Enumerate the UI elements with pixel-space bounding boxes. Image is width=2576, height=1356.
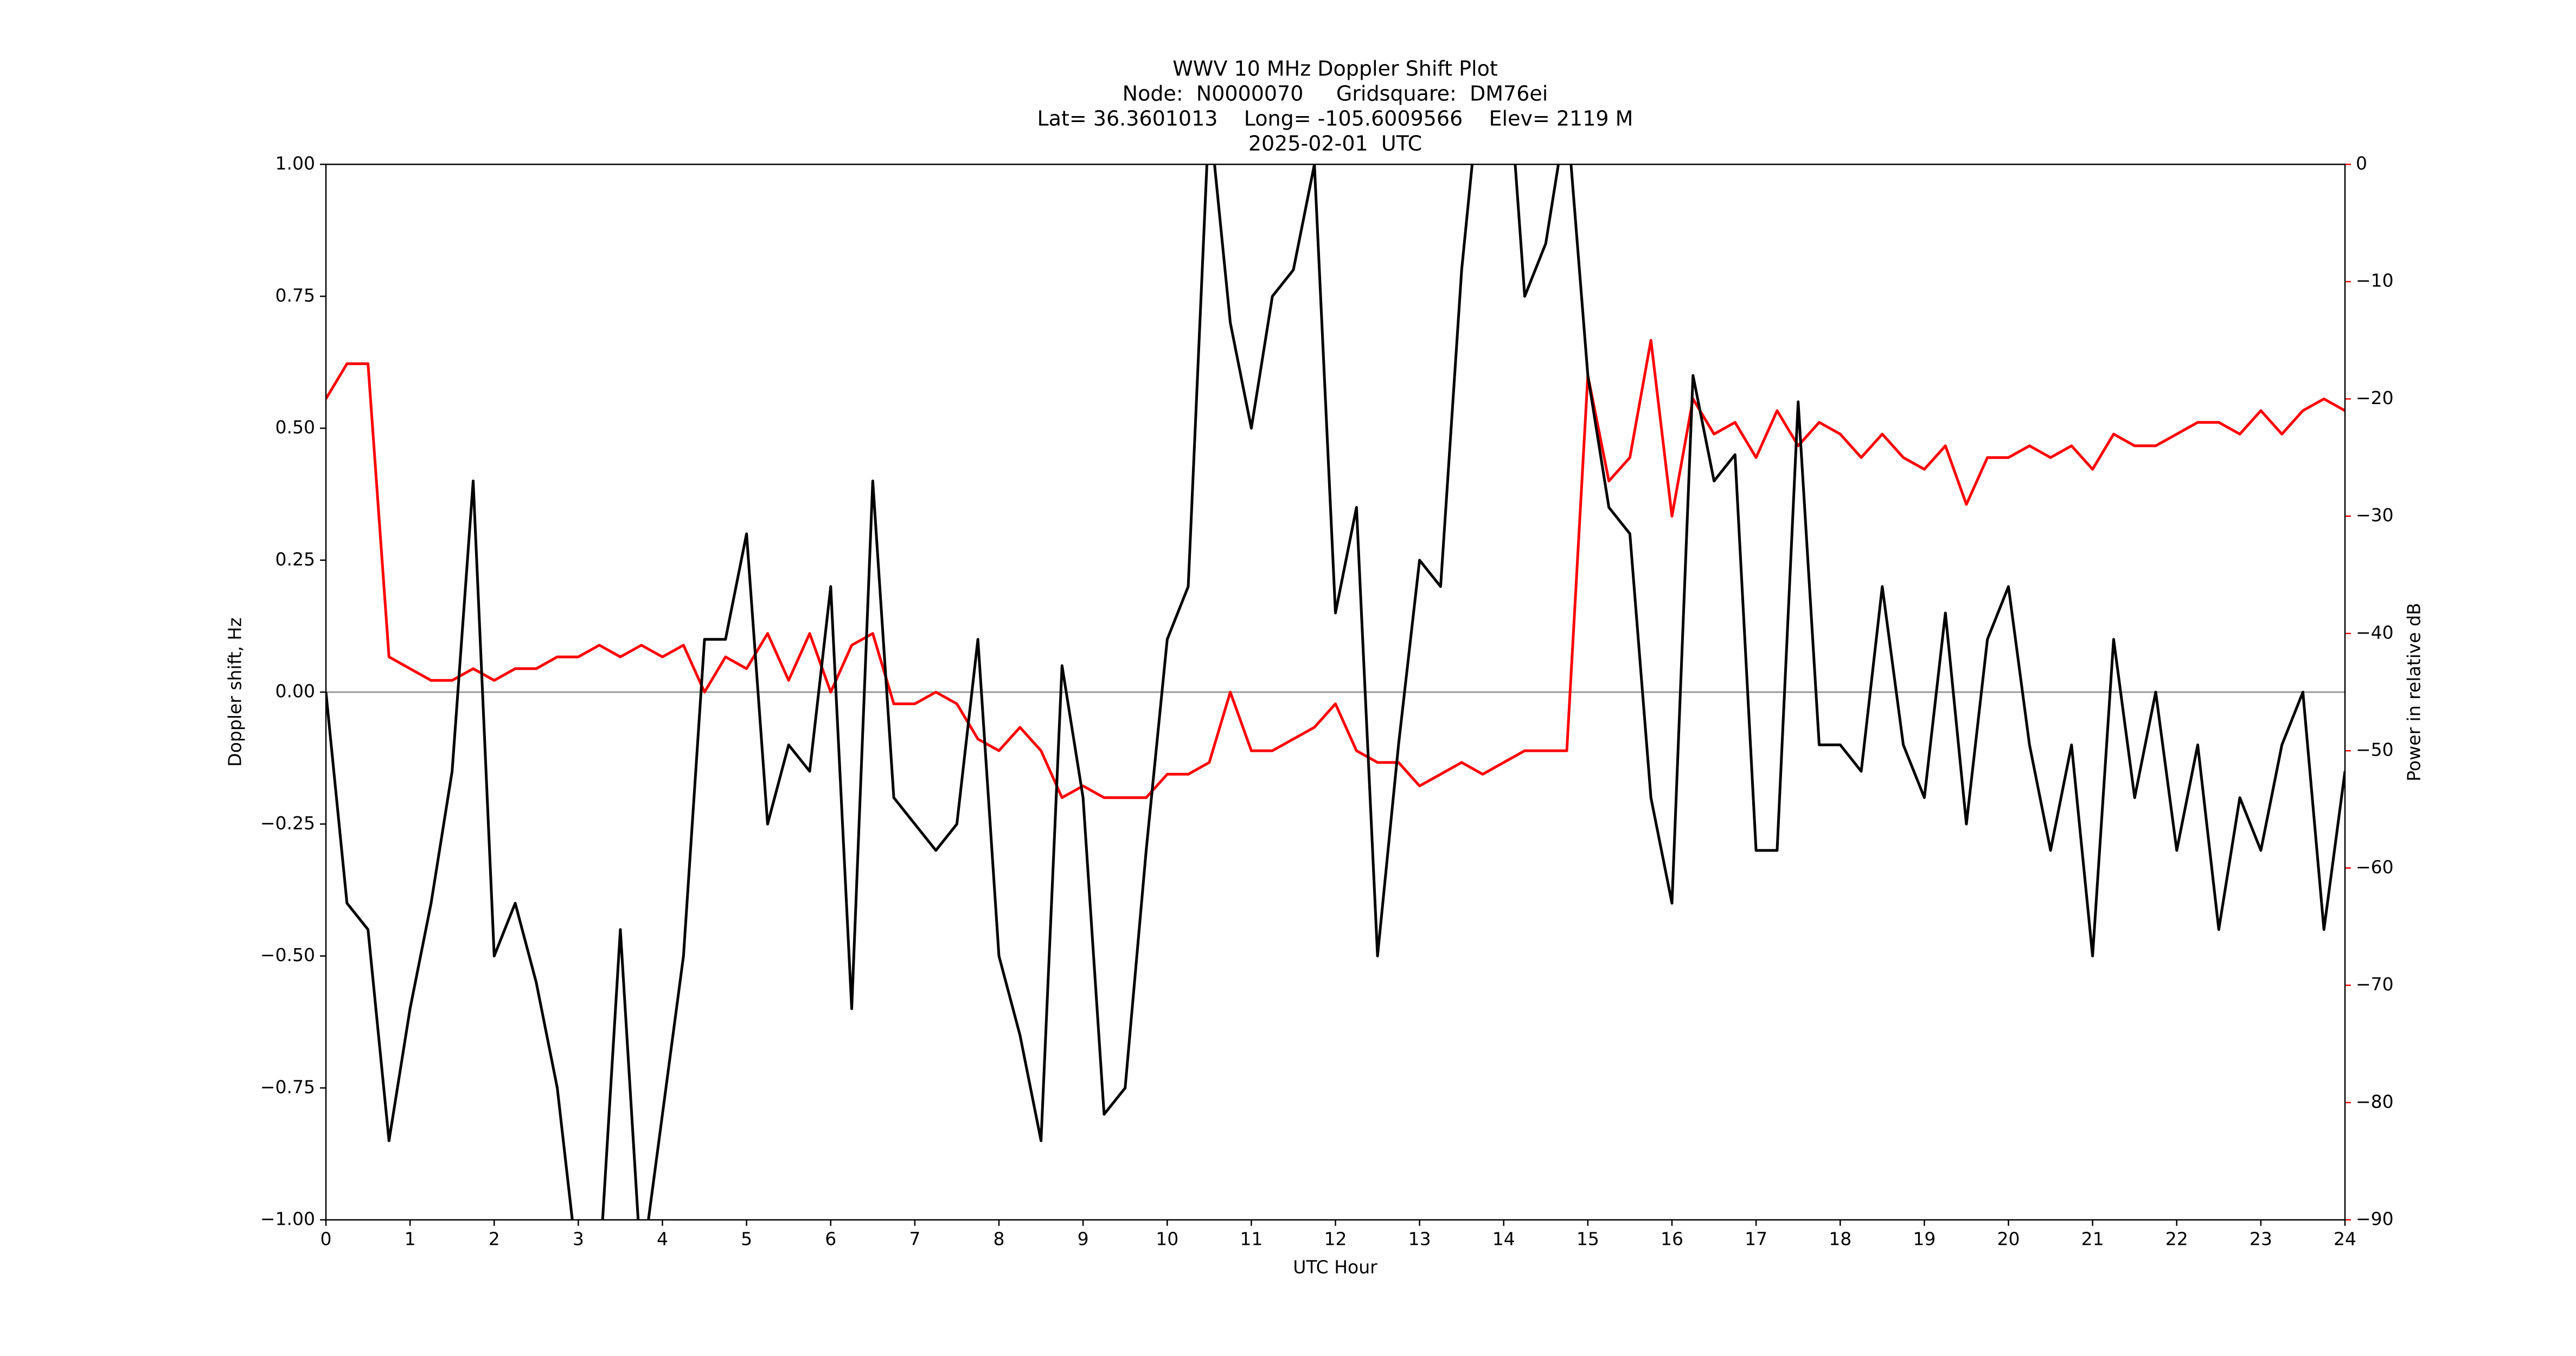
x-tick-label: 20 [1997, 1229, 2020, 1250]
x-tick-label: 8 [994, 1229, 1005, 1250]
x-tick-label: 13 [1408, 1229, 1431, 1250]
y2-tick-label: −70 [2356, 974, 2394, 995]
chart-subtitle: Node: N0000070 Gridsquare: DM76ei [1123, 82, 1548, 106]
x-tick-label: 5 [741, 1229, 752, 1250]
data-line [326, 338, 2345, 799]
x-tick-label: 3 [573, 1229, 584, 1250]
y-axis-label: Doppler shift, Hz [225, 617, 246, 766]
x-tick-label: 0 [321, 1229, 332, 1250]
chart-subtitle: Lat= 36.3601013 Long= -105.6009566 Elev=… [1037, 107, 1633, 131]
x-tick-label: 16 [1661, 1229, 1683, 1250]
y-tick-label: 0.25 [275, 548, 315, 570]
y-tick-label: 0.75 [275, 285, 315, 306]
y2-tick-label: −60 [2356, 856, 2394, 878]
x-tick-label: 10 [1156, 1229, 1178, 1250]
x-axis-label: UTC Hour [1293, 1257, 1377, 1278]
y2-tick-label: 0 [2356, 153, 2367, 174]
y-tick-label: 0.00 [275, 681, 315, 702]
y2-tick-label: −90 [2356, 1208, 2394, 1230]
x-tick-label: 21 [2081, 1229, 2104, 1250]
x-tick-label: 23 [2250, 1229, 2272, 1250]
y-tick-label: −0.25 [260, 813, 315, 834]
y2-tick-label: −50 [2356, 739, 2394, 760]
x-tick-label: 1 [405, 1229, 416, 1250]
y-tick-label: 1.00 [275, 153, 315, 174]
y2-tick-label: −20 [2356, 387, 2394, 408]
chart-title: WWV 10 MHz Doppler Shift Plot [1172, 57, 1498, 81]
x-tick-label: 9 [1078, 1229, 1089, 1250]
x-tick-label: 6 [825, 1229, 836, 1250]
x-tick-label: 18 [1829, 1229, 1851, 1250]
x-tick-label: 15 [1577, 1229, 1599, 1250]
y2-tick-label: −30 [2356, 504, 2394, 526]
x-tick-label: 22 [2165, 1229, 2188, 1250]
x-tick-label: 24 [2334, 1229, 2356, 1250]
chart-subtitle: 2025-02-01 UTC [1248, 132, 1422, 156]
y-tick-label: −0.50 [260, 944, 315, 965]
plot-frame [325, 163, 2346, 1221]
x-tick-label: 14 [1492, 1229, 1515, 1250]
x-tick-label: 12 [1324, 1229, 1347, 1250]
x-tick-label: 7 [909, 1229, 920, 1250]
y-tick-label: 0.50 [275, 417, 315, 438]
x-tick-label: 17 [1745, 1229, 1767, 1250]
x-tick-label: 4 [657, 1229, 668, 1250]
y2-tick-label: −10 [2356, 270, 2394, 291]
y-tick-label: −0.75 [260, 1076, 315, 1097]
y2-axis-label: Power in relative dB [2404, 603, 2425, 781]
x-tick-label: 11 [1240, 1229, 1263, 1250]
data-line [326, 164, 2345, 1220]
x-tick-label: 19 [1913, 1229, 1936, 1250]
y2-tick-label: −40 [2356, 622, 2394, 643]
x-tick-label: 2 [489, 1229, 500, 1250]
y2-tick-label: −80 [2356, 1091, 2394, 1112]
y-tick-label: −1.00 [260, 1208, 315, 1230]
